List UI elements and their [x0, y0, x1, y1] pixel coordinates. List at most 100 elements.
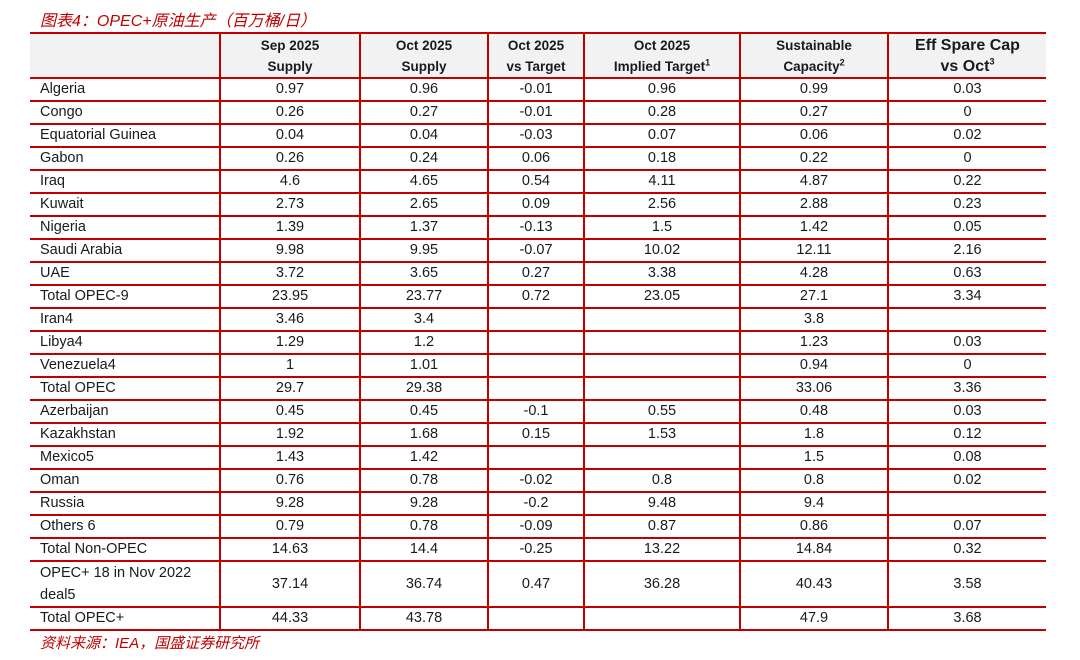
- table-cell: 36.28: [583, 560, 741, 608]
- table-cell: 0.8: [583, 468, 741, 493]
- table-cell: 0.54: [487, 169, 585, 194]
- row-label: Gabon: [30, 146, 221, 171]
- row-label: Mexico5: [30, 445, 221, 470]
- row-label: Kuwait: [30, 192, 221, 217]
- table-cell: 3.72: [219, 261, 361, 286]
- header-line2: vs Oct: [940, 57, 990, 75]
- table-cell: 0.02: [887, 468, 1046, 493]
- table-cell: 0.08: [887, 445, 1046, 470]
- table-cell: 0.96: [583, 77, 741, 102]
- table-cell: 0.94: [739, 353, 889, 378]
- row-label: Congo: [30, 100, 221, 125]
- row-label: Oman: [30, 468, 221, 493]
- header-line2: Capacity: [783, 58, 840, 74]
- table-cell: 4.11: [583, 169, 741, 194]
- table-row: Azerbaijan 0.45 0.45 -0.1 0.55 0.48 0.03: [30, 399, 1046, 424]
- table-cell: 0.24: [359, 146, 489, 171]
- header-row: Sep 2025 Supply Oct 2025 Supply Oct 2025 vs T…: [30, 32, 1046, 79]
- table-row: Nigeria 1.39 1.37 -0.13 1.5 1.42 0.05: [30, 215, 1046, 240]
- footnote-marker: 2: [839, 57, 845, 67]
- table-cell: 0.32: [887, 537, 1046, 562]
- table-cell: 2.16: [887, 238, 1046, 263]
- table-cell: 23.05: [583, 284, 741, 309]
- table-cell: [887, 491, 1046, 516]
- row-label: UAE: [30, 261, 221, 286]
- table-cell: 1.39: [219, 215, 361, 240]
- table-row: Algeria 0.97 0.96 -0.01 0.96 0.99 0.03: [30, 77, 1046, 102]
- table-cell: [487, 606, 585, 631]
- header-line1: Sep 2025: [260, 37, 320, 53]
- row-label: Algeria: [30, 77, 221, 102]
- table-cell: 0.8: [739, 468, 889, 493]
- table-cell: 4.6: [219, 169, 361, 194]
- column-header: Oct 2025 Supply: [359, 32, 489, 79]
- column-header: Eff Spare Cap vs Oct3: [887, 32, 1046, 79]
- table-cell: -0.02: [487, 468, 585, 493]
- table-cell: 9.95: [359, 238, 489, 263]
- table-cell: 1: [219, 353, 361, 378]
- table-cell: 0.27: [739, 100, 889, 125]
- table-row: Total Non-OPEC 14.63 14.4 -0.25 13.22 14.84 0.…: [30, 537, 1046, 562]
- table-cell: 9.4: [739, 491, 889, 516]
- table-cell: -0.03: [487, 123, 585, 148]
- table-cell: 4.28: [739, 261, 889, 286]
- table-cell: 37.14: [219, 560, 361, 608]
- table-cell: 3.68: [887, 606, 1046, 631]
- table-cell: 0.05: [887, 215, 1046, 240]
- table-row: Venezuela4 1 1.01 0.94 0: [30, 353, 1046, 378]
- table-cell: 0.27: [487, 261, 585, 286]
- table-cell: 0.99: [739, 77, 889, 102]
- header-line2: Implied Target: [613, 58, 706, 74]
- table-row: Kazakhstan 1.92 1.68 0.15 1.53 1.8 0.12: [30, 422, 1046, 447]
- table-cell: 4.65: [359, 169, 489, 194]
- table-cell: 12.11: [739, 238, 889, 263]
- table-cell: 1.23: [739, 330, 889, 355]
- table-cell: 23.95: [219, 284, 361, 309]
- table-cell: 2.88: [739, 192, 889, 217]
- column-header: Sep 2025 Supply: [219, 32, 361, 79]
- table-row: Saudi Arabia 9.98 9.95 -0.07 10.02 12.11 2.16: [30, 238, 1046, 263]
- table-cell: 9.28: [219, 491, 361, 516]
- column-header: [30, 32, 221, 79]
- row-label: Russia: [30, 491, 221, 516]
- table-row: Congo 0.26 0.27 -0.01 0.28 0.27 0: [30, 100, 1046, 125]
- table-cell: 0.47: [487, 560, 585, 608]
- column-header: Oct 2025 vs Target: [487, 32, 585, 79]
- row-label: Venezuela4: [30, 353, 221, 378]
- footnote-marker: 3: [989, 56, 995, 67]
- table-cell: 27.1: [739, 284, 889, 309]
- table-cell: 9.28: [359, 491, 489, 516]
- table-cell: 0.22: [887, 169, 1046, 194]
- table-cell: 0.09: [487, 192, 585, 217]
- column-header: Sustainable Capacity2: [739, 32, 889, 79]
- table-cell: [583, 307, 741, 332]
- table-cell: 23.77: [359, 284, 489, 309]
- table-cell: 0.26: [219, 146, 361, 171]
- table-cell: 0.63: [887, 261, 1046, 286]
- table-cell: [487, 376, 585, 401]
- table-cell: 0.22: [739, 146, 889, 171]
- table-row: Russia 9.28 9.28 -0.2 9.48 9.4: [30, 491, 1046, 516]
- table-cell: 3.65: [359, 261, 489, 286]
- table-row: Total OPEC+ 44.33 43.78 47.9 3.68: [30, 606, 1046, 631]
- table-cell: 0.15: [487, 422, 585, 447]
- table-cell: 0.12: [887, 422, 1046, 447]
- row-label: Total Non-OPEC: [30, 537, 221, 562]
- table-cell: 1.68: [359, 422, 489, 447]
- table-cell: -0.1: [487, 399, 585, 424]
- table-cell: [487, 445, 585, 470]
- table-cell: 0.87: [583, 514, 741, 539]
- footnote-marker: 1: [705, 57, 711, 67]
- table-cell: 0.03: [887, 330, 1046, 355]
- table-cell: 0.06: [739, 123, 889, 148]
- table-cell: 14.84: [739, 537, 889, 562]
- table-cell: 10.02: [583, 238, 741, 263]
- header-line2: vs Target: [506, 58, 566, 74]
- table-cell: -0.01: [487, 77, 585, 102]
- table-cell: 0.02: [887, 123, 1046, 148]
- table-cell: 40.43: [739, 560, 889, 608]
- table-cell: 2.56: [583, 192, 741, 217]
- table-row: UAE 3.72 3.65 0.27 3.38 4.28 0.63: [30, 261, 1046, 286]
- table-row: Others 6 0.79 0.78 -0.09 0.87 0.86 0.07: [30, 514, 1046, 539]
- table-cell: 0.48: [739, 399, 889, 424]
